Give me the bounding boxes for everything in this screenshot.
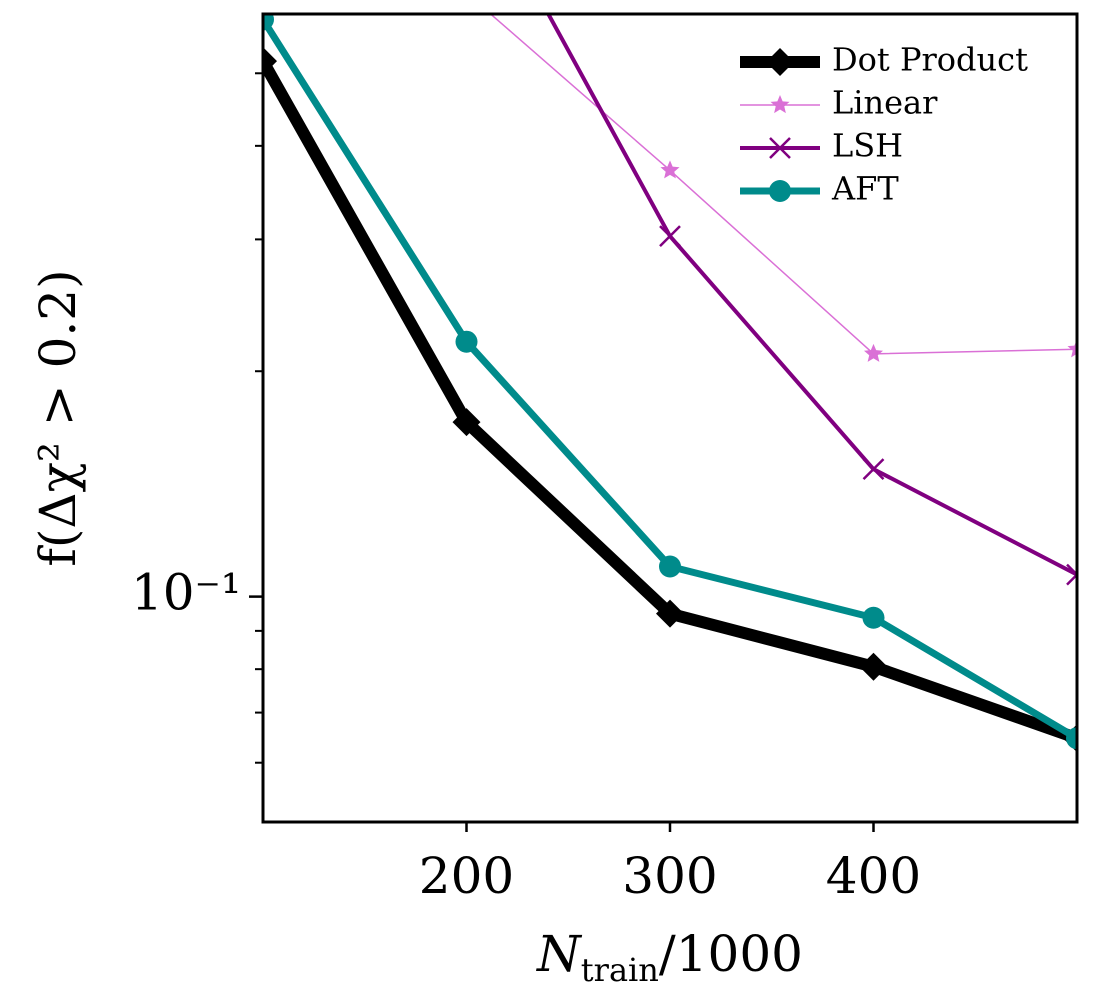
x-label-subscript: train xyxy=(581,951,659,989)
legend-label: Linear xyxy=(832,84,938,122)
marker xyxy=(455,330,478,353)
marker xyxy=(659,555,681,578)
legend-label: AFT xyxy=(831,170,899,208)
marker xyxy=(1066,563,1077,586)
marker xyxy=(770,95,790,114)
x-axis-label: Ntrain/1000 xyxy=(536,925,803,989)
x-label-symbol: N xyxy=(536,925,583,983)
legend-label: Dot Product xyxy=(832,41,1028,79)
marker xyxy=(660,160,680,179)
marker xyxy=(859,652,888,681)
x-label-rest: /1000 xyxy=(659,925,803,983)
marker xyxy=(659,225,681,248)
y-tick-label: 10⁻¹ xyxy=(131,564,241,622)
marker xyxy=(863,343,884,362)
x-tick-label: 400 xyxy=(826,847,921,905)
y-axis-label: f(Δχ² > 0.2) xyxy=(29,269,87,566)
marker xyxy=(766,48,794,76)
plot-area xyxy=(263,0,1077,753)
marker xyxy=(769,180,791,202)
marker xyxy=(656,599,684,628)
marker xyxy=(862,606,885,629)
marker xyxy=(769,137,791,159)
marker xyxy=(452,408,481,437)
marker xyxy=(862,458,885,481)
marker xyxy=(1067,339,1077,358)
x-tick-label: 300 xyxy=(622,847,717,905)
marker xyxy=(263,14,274,31)
x-tick-label: 200 xyxy=(419,847,514,905)
marker xyxy=(1066,727,1077,750)
series-line xyxy=(263,17,1077,742)
series-line xyxy=(546,14,1077,577)
marker xyxy=(263,47,277,76)
marker xyxy=(457,0,476,1)
legend-label: LSH xyxy=(832,127,903,165)
